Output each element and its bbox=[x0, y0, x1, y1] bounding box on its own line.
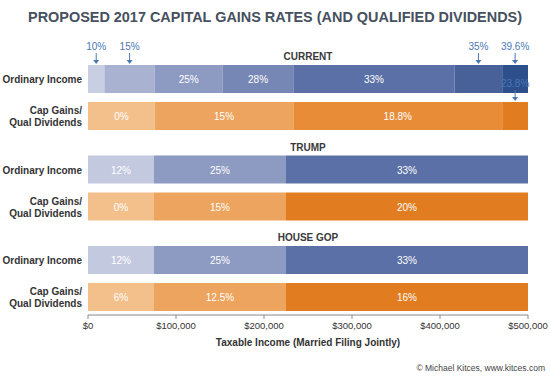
callout-arrow bbox=[515, 90, 516, 98]
category-label: Cap Gains/ bbox=[30, 196, 82, 207]
x-tick-label: $300,000 bbox=[332, 320, 372, 331]
segment-label: 15% bbox=[210, 202, 230, 213]
segment-label: 0% bbox=[114, 202, 129, 213]
bar-segment bbox=[88, 193, 154, 221]
segment-label: 16% bbox=[397, 292, 417, 303]
background bbox=[0, 0, 550, 377]
bar-segment bbox=[286, 246, 528, 274]
segment-label: 33% bbox=[397, 165, 417, 176]
category-label: Ordinary Income bbox=[3, 74, 83, 85]
callout-arrow bbox=[129, 53, 130, 61]
segment-label: 15% bbox=[214, 111, 234, 122]
bar-segment bbox=[223, 65, 294, 93]
x-tick-label: $500,000 bbox=[508, 320, 548, 331]
x-tick-label: $100,000 bbox=[156, 320, 196, 331]
x-tick bbox=[176, 315, 177, 319]
bar-segment bbox=[88, 102, 155, 130]
category-label: Cap Gains/ bbox=[30, 286, 82, 297]
category-label: Qual Dividends bbox=[9, 208, 82, 219]
x-tick bbox=[88, 315, 89, 319]
segment-label: 0% bbox=[114, 111, 129, 122]
title: PROPOSED 2017 CAPITAL GAINS RATES (AND Q… bbox=[28, 8, 522, 25]
x-tick bbox=[264, 315, 265, 319]
bar-segment bbox=[155, 102, 294, 130]
bar-segment bbox=[88, 283, 154, 311]
callout-arrowhead bbox=[93, 60, 99, 64]
chart: PROPOSED 2017 CAPITAL GAINS RATES (AND Q… bbox=[0, 0, 550, 377]
bar-segment bbox=[88, 65, 104, 93]
category-label: Ordinary Income bbox=[3, 165, 83, 176]
segment-label: 25% bbox=[210, 255, 230, 266]
segment-label: 12.5% bbox=[206, 292, 234, 303]
labels: CURRENT Ordinary Income 10% 15% 25% 28% 33% 35%… bbox=[3, 41, 530, 309]
bar-segment bbox=[455, 65, 503, 93]
credit: © Michael Kitces, www.kitces.com bbox=[416, 363, 545, 373]
category-label: Cap Gains/ bbox=[30, 105, 82, 116]
bar-segment bbox=[286, 283, 528, 311]
bar-segment bbox=[154, 156, 286, 184]
segment-label: 28% bbox=[248, 74, 268, 85]
group-title: HOUSE GOP bbox=[278, 232, 339, 243]
callout-arrow bbox=[96, 53, 97, 61]
group-title: CURRENT bbox=[284, 51, 333, 62]
group-title: TRUMP bbox=[290, 142, 326, 153]
segment-label: 18.8% bbox=[384, 111, 412, 122]
segment-callout: 23.8% bbox=[501, 78, 529, 89]
x-tick bbox=[440, 315, 441, 319]
segment-label: 33% bbox=[364, 74, 384, 85]
bar-segment bbox=[154, 246, 286, 274]
segment-label: 12% bbox=[111, 255, 131, 266]
x-axis-title: Taxable Income (Married Filing Jointly) bbox=[216, 337, 400, 348]
marks bbox=[88, 65, 528, 311]
bar-segment bbox=[286, 193, 528, 221]
callout-arrowhead bbox=[475, 60, 481, 64]
segment-callout: 15% bbox=[120, 41, 140, 52]
bar-segment bbox=[154, 283, 286, 311]
callout-arrowhead bbox=[127, 60, 133, 64]
callout-arrowhead bbox=[512, 60, 518, 64]
bar-segment bbox=[293, 65, 454, 93]
bar-segment bbox=[154, 193, 286, 221]
category-label: Qual Dividends bbox=[9, 117, 82, 128]
bar-segment bbox=[88, 246, 154, 274]
segment-label: 25% bbox=[179, 74, 199, 85]
bar-segment bbox=[104, 65, 154, 93]
x-tick-label: $400,000 bbox=[420, 320, 460, 331]
x-axis bbox=[88, 315, 528, 316]
segment-label: 12% bbox=[111, 165, 131, 176]
segment-label: 6% bbox=[114, 292, 129, 303]
segment-callout: 10% bbox=[86, 41, 106, 52]
x-tick bbox=[352, 315, 353, 319]
segment-label: 20% bbox=[397, 202, 417, 213]
x-tick-label: $0 bbox=[83, 320, 94, 331]
segment-label: 25% bbox=[210, 165, 230, 176]
category-label: Qual Dividends bbox=[9, 298, 82, 309]
callout-arrowhead bbox=[512, 97, 518, 101]
bar-segment bbox=[502, 102, 528, 130]
x-tick bbox=[528, 315, 529, 319]
bar-segment bbox=[88, 156, 154, 184]
x-tick-label: $200,000 bbox=[244, 320, 284, 331]
bar-segment bbox=[293, 102, 502, 130]
segment-label: 33% bbox=[397, 255, 417, 266]
segment-callout: 35% bbox=[468, 41, 488, 52]
callout-arrow bbox=[478, 53, 479, 61]
bar-segment bbox=[286, 156, 528, 184]
segment-callout: 39.6% bbox=[501, 41, 529, 52]
bar-segment bbox=[155, 65, 223, 93]
callout-arrow bbox=[515, 53, 516, 61]
category-label: Ordinary Income bbox=[3, 255, 83, 266]
